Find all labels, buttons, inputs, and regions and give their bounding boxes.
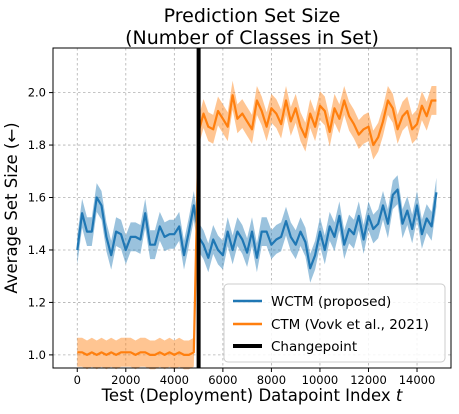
- x-tick-label: 10000: [302, 373, 339, 387]
- y-tick-label: 1.8: [28, 138, 46, 152]
- x-axis-label-variable: t: [396, 386, 403, 405]
- chart-title-line1: Prediction Set Size: [164, 5, 341, 27]
- legend-label-changepoint: Changepoint: [271, 339, 357, 355]
- series-layer: [76, 48, 438, 370]
- legend-label-wctm: WCTM (proposed): [271, 294, 391, 310]
- x-tick-label: 6000: [208, 373, 237, 387]
- y-tick-label: 2.0: [28, 86, 46, 100]
- plot-frame: [52, 47, 452, 369]
- chart-title-line2: (Number of Classes in Set): [125, 27, 379, 49]
- y-tick-label: 1.4: [28, 243, 46, 257]
- x-tick-label: 14000: [399, 373, 436, 387]
- series-line-ctm: [77, 94, 437, 356]
- legend-label-ctm: CTM (Vovk et al., 2021): [271, 317, 429, 333]
- x-tick-label: 12000: [350, 373, 387, 387]
- legend: WCTM (proposed) CTM (Vovk et al., 2021) …: [223, 283, 446, 363]
- legend-frame: [223, 283, 446, 363]
- x-tick-label: 4000: [160, 373, 189, 387]
- x-tick-label: 0: [74, 373, 81, 387]
- x-tick-label: 8000: [257, 373, 286, 387]
- x-axis-label-text: Test (Deployment) Datapoint Index: [101, 386, 391, 405]
- x-tick-label: 2000: [111, 373, 140, 387]
- x-axis-label: Test (Deployment) Datapoint Index t: [101, 386, 403, 405]
- tick-layer: 0 2000 4000 6000 8000 10000 12000 14000 1.0 1.2 1.…: [28, 86, 436, 387]
- y-axis-label: Average Set Size (←): [2, 122, 21, 293]
- y-tick-label: 1.0: [28, 348, 46, 362]
- series-band-ctm: [77, 80, 437, 370]
- series-band-wctm: [77, 175, 437, 283]
- series-line-wctm: [76, 188, 438, 270]
- y-tick-label: 1.6: [28, 191, 46, 205]
- y-tick-label: 1.2: [28, 295, 46, 309]
